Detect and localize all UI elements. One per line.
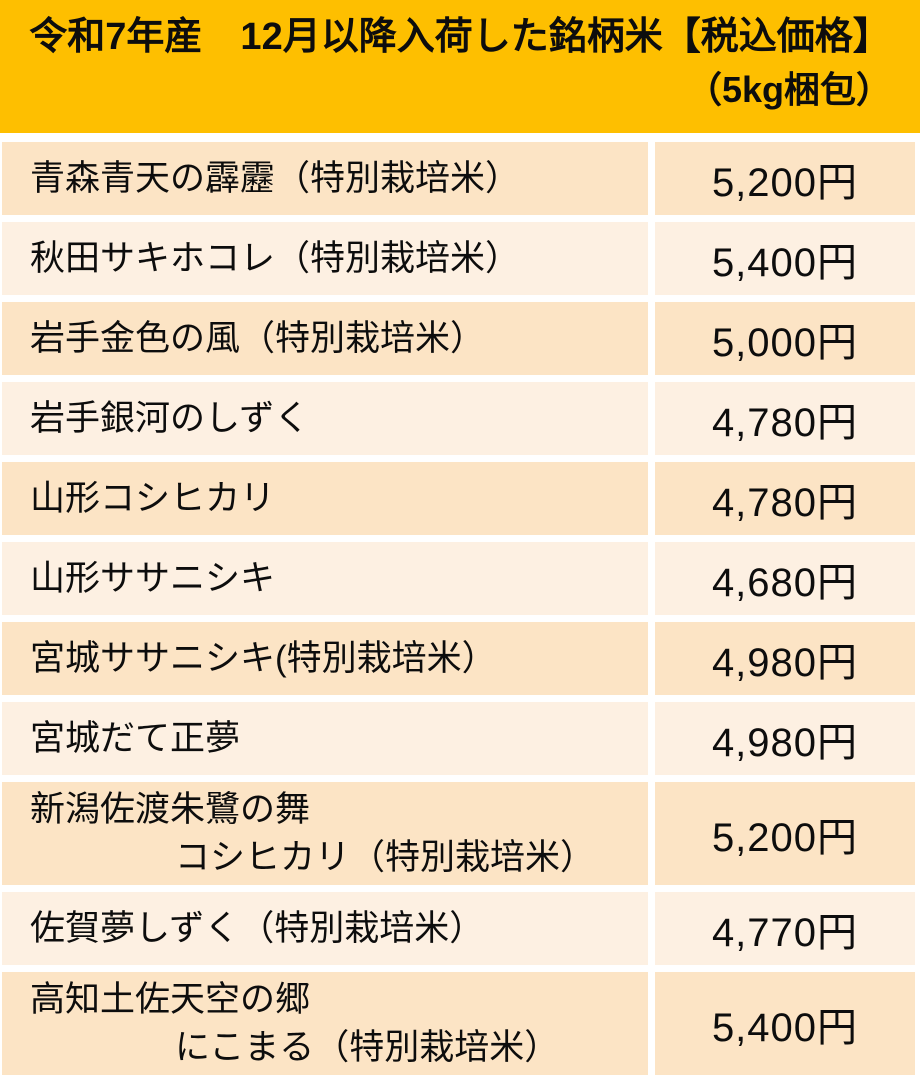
table-row: 宮城だて正夢 4,980円 — [2, 702, 915, 775]
brand-name: 青森青天の霹靂（特別栽培米） — [30, 158, 521, 198]
flyer-title: 令和7年産 12月以降入荷した銘柄米【税込価格】 — [29, 16, 891, 58]
flyer-subtitle: （5kg梱包） — [685, 69, 892, 110]
table-row: 佐賀夢しずく（特別栽培米） 4,770円 — [2, 892, 915, 965]
price-cell: 4,770円 — [655, 892, 915, 965]
price-cell: 4,780円 — [655, 382, 915, 455]
flyer-header: 令和7年産 12月以降入荷した銘柄米【税込価格】 （5kg梱包） — [0, 0, 920, 133]
price-cell: 4,780円 — [655, 462, 915, 535]
brand-name: 佐賀夢しずく（特別栽培米） — [30, 908, 485, 948]
brand-name: 宮城ササニシキ(特別栽培米） — [30, 638, 497, 678]
price-cell: 4,980円 — [655, 702, 915, 775]
brand-name-cell: 山形コシヒカリ — [2, 462, 648, 535]
brand-name-line2: コシヒカリ（特別栽培米） — [175, 837, 596, 877]
price-cell: 5,400円 — [655, 972, 915, 1075]
brand-name-cell: 宮城ササニシキ(特別栽培米） — [2, 622, 648, 695]
table-row: 高知土佐天空の郷 にこまる（特別栽培米） 5,400円 — [2, 972, 915, 1075]
table-row: 岩手金色の風（特別栽培米） 5,000円 — [2, 302, 915, 375]
brand-name-cell: 秋田サキホコレ（特別栽培米） — [2, 222, 648, 295]
brand-name: 秋田サキホコレ（特別栽培米） — [30, 238, 521, 278]
table-row: 山形コシヒカリ 4,780円 — [2, 462, 915, 535]
table-row: 岩手銀河のしずく 4,780円 — [2, 382, 915, 455]
brand-name-cell: 岩手銀河のしずく — [2, 382, 648, 455]
brand-name-line1: 高知土佐天空の郷 — [30, 979, 311, 1019]
brand-name: 山形コシヒカリ — [30, 478, 276, 518]
price-cell: 4,680円 — [655, 542, 915, 615]
price-cell: 4,980円 — [655, 622, 915, 695]
rice-price-table: 青森青天の霹靂（特別栽培米） 5,200円 秋田サキホコレ（特別栽培米） 5,4… — [0, 142, 920, 1075]
brand-name-cell: 岩手金色の風（特別栽培米） — [2, 302, 648, 375]
brand-name-cell: 宮城だて正夢 — [2, 702, 648, 775]
brand-name-line2: にこまる（特別栽培米） — [175, 1027, 560, 1067]
price-cell: 5,000円 — [655, 302, 915, 375]
table-row: 秋田サキホコレ（特別栽培米） 5,400円 — [2, 222, 915, 295]
brand-name: 山形ササニシキ — [30, 558, 276, 598]
table-row: 青森青天の霹靂（特別栽培米） 5,200円 — [2, 142, 915, 215]
table-row: 新潟佐渡朱鷺の舞 コシヒカリ（特別栽培米） 5,200円 — [2, 782, 915, 885]
price-cell: 5,400円 — [655, 222, 915, 295]
brand-name-cell: 高知土佐天空の郷 にこまる（特別栽培米） — [2, 972, 648, 1075]
brand-name-cell: 佐賀夢しずく（特別栽培米） — [2, 892, 648, 965]
table-row: 山形ササニシキ 4,680円 — [2, 542, 915, 615]
brand-name-cell: 新潟佐渡朱鷺の舞 コシヒカリ（特別栽培米） — [2, 782, 648, 885]
brand-name: 岩手銀河のしずく — [30, 398, 310, 438]
brand-name-cell: 青森青天の霹靂（特別栽培米） — [2, 142, 648, 215]
price-cell: 5,200円 — [655, 142, 915, 215]
brand-name-cell: 山形ササニシキ — [2, 542, 648, 615]
price-cell: 5,200円 — [655, 782, 915, 885]
brand-name: 岩手金色の風（特別栽培米） — [30, 318, 486, 358]
brand-name-line1: 新潟佐渡朱鷺の舞 — [30, 789, 311, 829]
table-row: 宮城ササニシキ(特別栽培米） 4,980円 — [2, 622, 915, 695]
brand-name: 宮城だて正夢 — [30, 718, 241, 758]
